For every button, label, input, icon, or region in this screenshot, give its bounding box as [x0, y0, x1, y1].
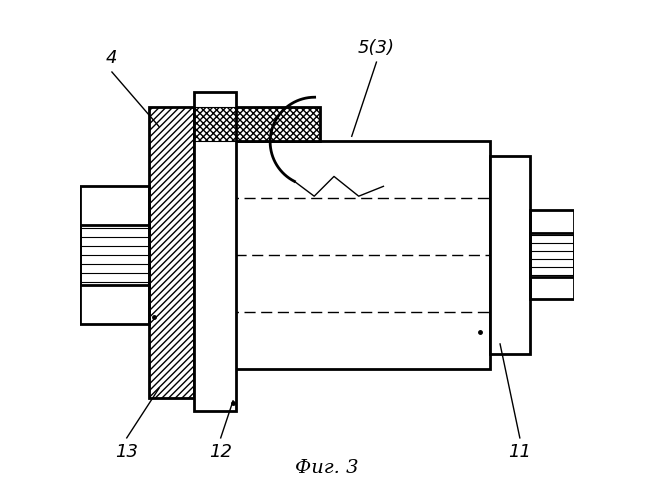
Text: Фиг. 3: Фиг. 3: [295, 460, 359, 477]
Polygon shape: [490, 156, 530, 354]
Text: 13: 13: [115, 443, 138, 461]
Polygon shape: [80, 226, 149, 284]
Text: 11: 11: [508, 443, 531, 461]
Text: 5(3): 5(3): [358, 39, 395, 57]
Polygon shape: [149, 106, 194, 399]
Text: 4: 4: [106, 49, 118, 67]
Polygon shape: [194, 141, 490, 368]
Polygon shape: [194, 92, 235, 410]
Text: 12: 12: [209, 443, 232, 461]
Polygon shape: [530, 232, 574, 277]
Polygon shape: [194, 106, 320, 141]
